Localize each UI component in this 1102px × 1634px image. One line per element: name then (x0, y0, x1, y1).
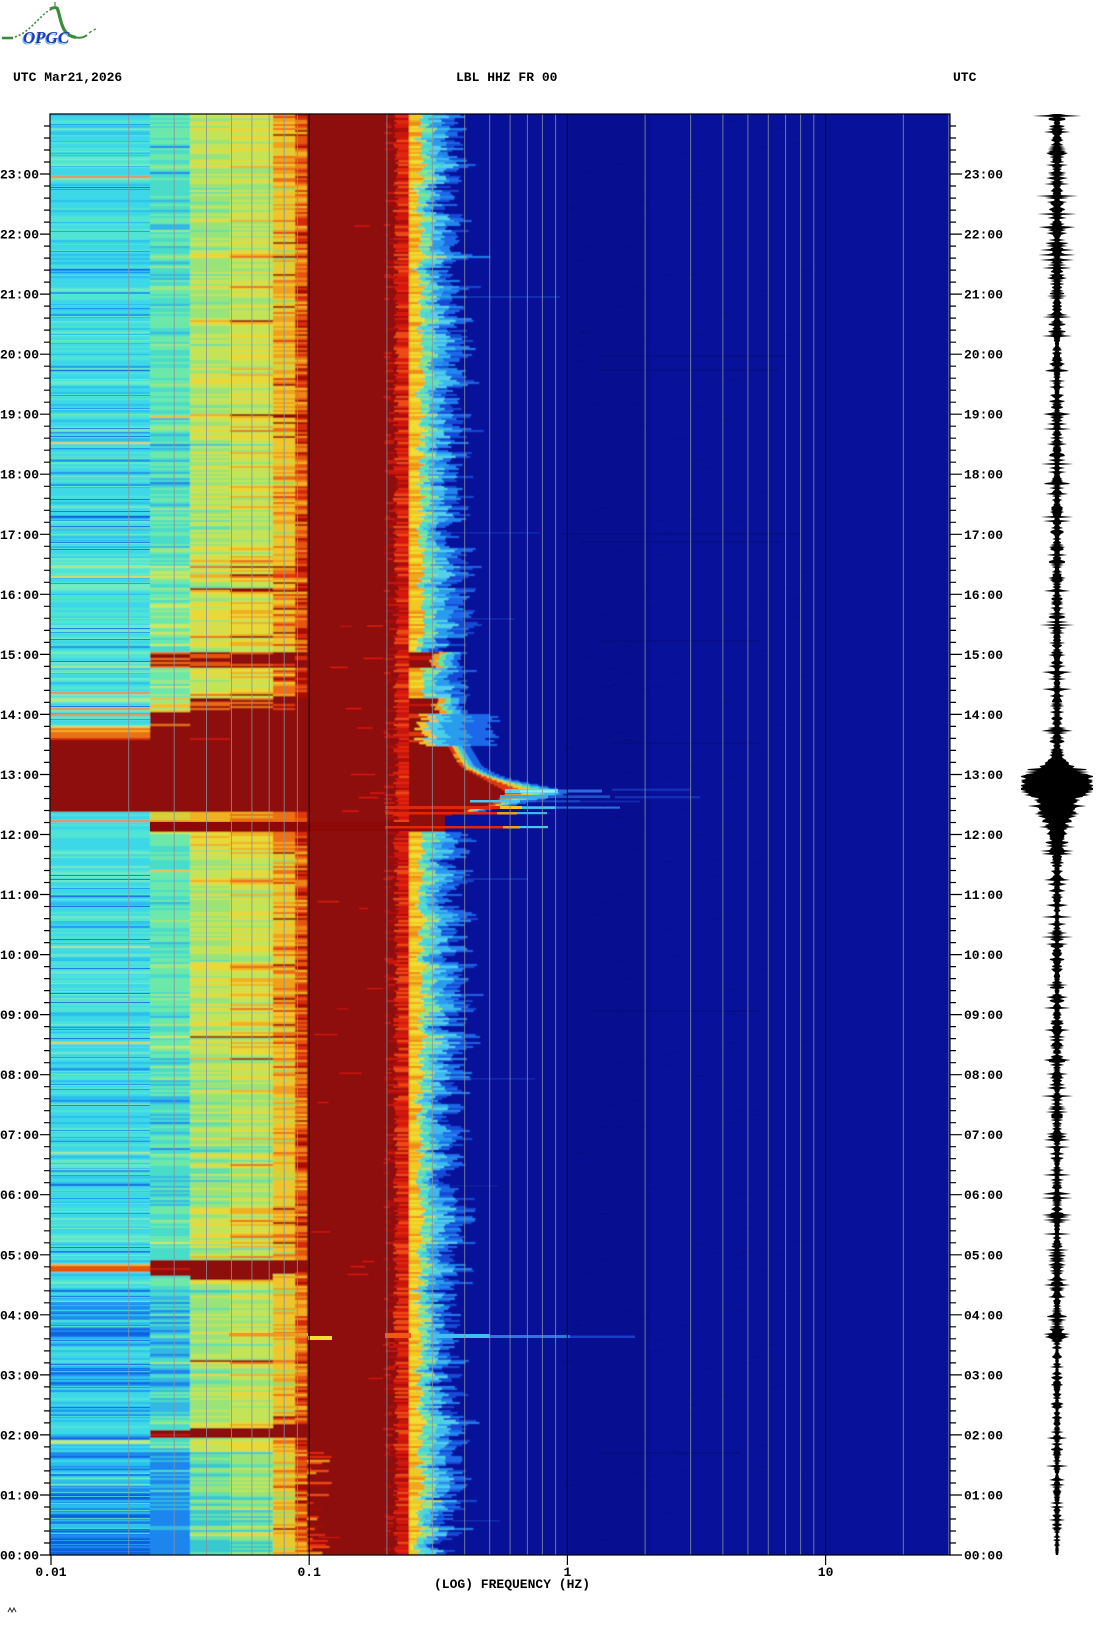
svg-text:(LOG) FREQUENCY (HZ): (LOG) FREQUENCY (HZ) (434, 1577, 590, 1592)
svg-text:04:00: 04:00 (964, 1308, 1003, 1323)
svg-text:09:00: 09:00 (0, 1008, 39, 1023)
svg-text:06:00: 06:00 (964, 1188, 1003, 1203)
svg-text:18:00: 18:00 (0, 468, 39, 483)
svg-text:05:00: 05:00 (964, 1248, 1003, 1263)
svg-text:13:00: 13:00 (0, 768, 39, 783)
svg-text:0.1: 0.1 (297, 1565, 321, 1580)
svg-text:03:00: 03:00 (0, 1368, 39, 1383)
svg-text:11:00: 11:00 (964, 888, 1003, 903)
svg-text:02:00: 02:00 (0, 1428, 39, 1443)
svg-text:19:00: 19:00 (964, 408, 1003, 423)
svg-text:LBL HHZ FR 00: LBL HHZ FR 00 (456, 70, 558, 85)
svg-text:02:00: 02:00 (964, 1428, 1003, 1443)
svg-text:UTC: UTC (953, 70, 977, 85)
svg-text:21:00: 21:00 (0, 288, 39, 303)
svg-text:17:00: 17:00 (964, 528, 1003, 543)
svg-text:22:00: 22:00 (964, 228, 1003, 243)
svg-text:09:00: 09:00 (964, 1008, 1003, 1023)
svg-text:14:00: 14:00 (964, 708, 1003, 723)
svg-text:22:00: 22:00 (0, 228, 39, 243)
svg-text:04:00: 04:00 (0, 1308, 39, 1323)
svg-text:OPGC: OPGC (23, 28, 70, 47)
svg-text:00:00: 00:00 (964, 1549, 1003, 1564)
svg-text:06:00: 06:00 (0, 1188, 39, 1203)
svg-text:18:00: 18:00 (964, 468, 1003, 483)
svg-text:10:00: 10:00 (964, 948, 1003, 963)
svg-text:23:00: 23:00 (964, 168, 1003, 183)
svg-text:15:00: 15:00 (0, 648, 39, 663)
svg-text:13:00: 13:00 (964, 768, 1003, 783)
svg-text:11:00: 11:00 (0, 888, 39, 903)
svg-text:21:00: 21:00 (964, 288, 1003, 303)
svg-text:12:00: 12:00 (0, 828, 39, 843)
svg-text:08:00: 08:00 (0, 1068, 39, 1083)
svg-text:01:00: 01:00 (0, 1489, 39, 1504)
svg-text:UTC Mar21,2026: UTC Mar21,2026 (13, 70, 122, 85)
svg-text:07:00: 07:00 (0, 1128, 39, 1143)
svg-text:10: 10 (818, 1565, 834, 1580)
svg-text:17:00: 17:00 (0, 528, 39, 543)
svg-text:0.01: 0.01 (35, 1565, 66, 1580)
svg-text:10:00: 10:00 (0, 948, 39, 963)
svg-text:19:00: 19:00 (0, 408, 39, 423)
svg-text:01:00: 01:00 (964, 1489, 1003, 1504)
svg-text:16:00: 16:00 (0, 588, 39, 603)
svg-text:23:00: 23:00 (0, 168, 39, 183)
svg-text:14:00: 14:00 (0, 708, 39, 723)
svg-text:1: 1 (563, 1565, 571, 1580)
svg-text:05:00: 05:00 (0, 1248, 39, 1263)
svg-text:12:00: 12:00 (964, 828, 1003, 843)
svg-text:16:00: 16:00 (964, 588, 1003, 603)
svg-text:03:00: 03:00 (964, 1368, 1003, 1383)
svg-text:20:00: 20:00 (964, 348, 1003, 363)
svg-text:OPGC: OPGC (22, 29, 69, 48)
svg-text:07:00: 07:00 (964, 1128, 1003, 1143)
svg-text:15:00: 15:00 (964, 648, 1003, 663)
svg-text:20:00: 20:00 (0, 348, 39, 363)
svg-text:00:00: 00:00 (0, 1549, 39, 1564)
svg-text:08:00: 08:00 (964, 1068, 1003, 1083)
